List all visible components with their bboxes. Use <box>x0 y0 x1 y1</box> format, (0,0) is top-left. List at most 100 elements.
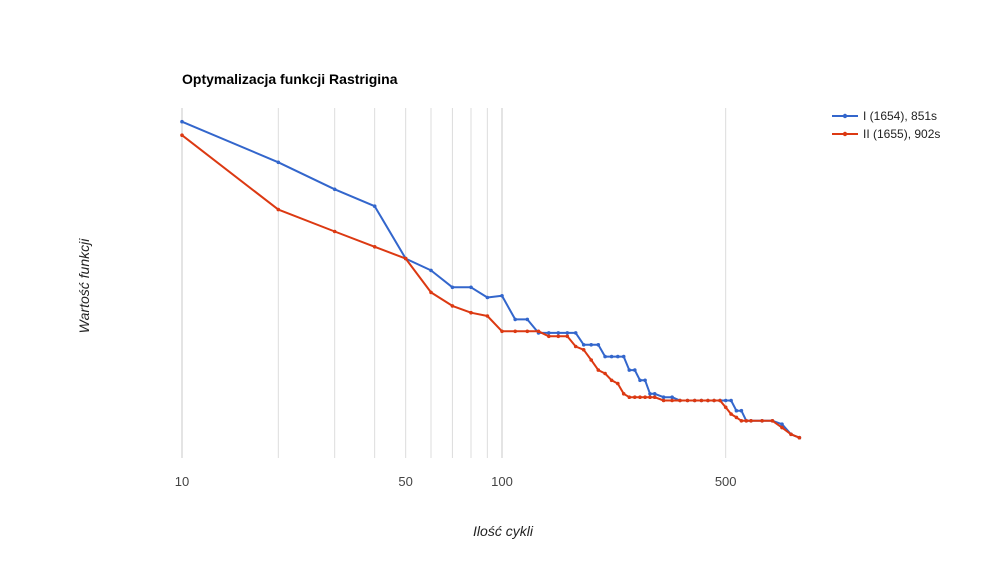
data-point-series-2-40 <box>729 412 733 416</box>
data-point-series-2-8 <box>485 314 490 318</box>
data-point-series-2-11 <box>525 329 530 334</box>
data-point-series-2-29 <box>652 395 657 400</box>
data-point-series-1-20 <box>603 354 607 359</box>
data-point-series-1-18 <box>589 343 593 347</box>
data-point-series-2-17 <box>581 348 586 352</box>
data-point-series-2-10 <box>513 329 517 334</box>
data-point-series-2-25 <box>633 395 637 400</box>
data-point-series-2-12 <box>536 329 541 334</box>
data-point-series-1-3 <box>372 204 377 208</box>
data-point-series-2-22 <box>616 381 620 386</box>
data-point-series-1-7 <box>469 285 473 290</box>
data-point-series-1-41 <box>734 408 739 413</box>
data-point-series-1-15 <box>565 331 570 335</box>
x-tick-label-10: 10 <box>175 474 189 489</box>
data-point-series-2-14 <box>556 334 561 339</box>
data-point-series-2-2 <box>332 229 337 234</box>
data-point-series-2-27 <box>643 395 647 400</box>
legend-marker-series-1 <box>842 113 848 119</box>
data-point-series-1-23 <box>621 354 626 359</box>
data-point-series-2-13 <box>547 334 551 339</box>
legend-marker-series-2 <box>842 131 848 137</box>
data-point-series-2-43 <box>744 419 749 423</box>
data-point-series-2-41 <box>734 415 739 420</box>
data-point-series-1-2 <box>332 187 337 192</box>
legend-label-series-2: II (1655), 902s <box>863 127 940 141</box>
legend[interactable]: I (1654), 851s II (1655), 902s <box>832 109 940 141</box>
x-axis-ticks: 10 50 100 500 <box>175 474 737 489</box>
series-1 <box>180 119 802 440</box>
data-point-series-2-23 <box>621 392 626 396</box>
data-point-series-1-14 <box>556 331 561 335</box>
data-point-series-2-9 <box>500 329 504 334</box>
data-point-series-1-26 <box>638 378 642 383</box>
data-point-series-2-3 <box>372 245 377 249</box>
data-point-series-2-4 <box>403 256 408 261</box>
data-point-series-2-1 <box>276 207 281 212</box>
chart-title: Optymalizacja funkcji Rastrigina <box>182 71 398 87</box>
data-point-series-1-5 <box>429 268 433 273</box>
data-point-series-2-15 <box>565 334 570 339</box>
data-point-series-2-35 <box>699 398 704 403</box>
data-point-series-2-21 <box>609 378 614 383</box>
data-point-series-1-39 <box>723 398 728 403</box>
data-point-series-2-39 <box>723 405 728 410</box>
data-point-series-2-47 <box>780 425 784 430</box>
legend-item-series-1[interactable]: I (1654), 851s <box>832 109 937 123</box>
data-point-series-2-36 <box>706 398 710 403</box>
data-point-series-1-21 <box>609 354 614 359</box>
data-point-series-1-10 <box>513 317 517 322</box>
data-point-series-2-30 <box>661 398 666 403</box>
data-point-series-1-11 <box>525 317 530 322</box>
data-point-series-2-46 <box>770 419 775 423</box>
data-point-series-2-6 <box>450 304 455 308</box>
y-axis-label: Wartość funkcji <box>76 238 92 334</box>
data-point-series-2-34 <box>692 398 697 403</box>
data-point-series-1-42 <box>739 408 744 413</box>
data-point-series-2-31 <box>670 398 674 403</box>
x-tick-label-100: 100 <box>491 474 513 489</box>
data-point-series-1-27 <box>643 378 647 383</box>
legend-label-series-1: I (1654), 851s <box>863 109 937 123</box>
data-point-series-1-6 <box>450 285 455 290</box>
data-point-series-1-29 <box>652 392 657 396</box>
data-point-series-2-20 <box>603 371 607 376</box>
data-point-series-1-16 <box>573 331 578 335</box>
data-point-series-1-22 <box>616 354 620 359</box>
data-point-series-2-0 <box>180 133 184 137</box>
data-point-series-1-0 <box>180 119 184 124</box>
data-point-series-1-8 <box>485 295 490 300</box>
data-point-series-1-30 <box>661 395 666 400</box>
data-point-series-1-13 <box>547 331 551 335</box>
data-point-series-1-9 <box>500 294 504 298</box>
data-point-series-1-24 <box>627 368 632 372</box>
data-point-series-2-33 <box>685 398 690 403</box>
legend-item-series-2[interactable]: II (1655), 902s <box>832 127 940 141</box>
series-line-2 <box>181 134 801 439</box>
data-point-series-2-49 <box>797 435 802 440</box>
x-axis-label: Ilość cykli <box>473 523 534 539</box>
data-point-series-2-5 <box>429 290 433 295</box>
data-point-series-2-18 <box>589 358 593 362</box>
data-point-series-1-31 <box>670 395 674 400</box>
x-tick-label-500: 500 <box>715 474 737 489</box>
data-point-series-2-16 <box>573 344 578 349</box>
data-point-series-2-42 <box>739 419 744 423</box>
data-point-series-1-19 <box>596 343 601 347</box>
data-point-series-2-26 <box>638 395 642 400</box>
data-point-series-2-38 <box>718 398 722 403</box>
data-point-series-2-48 <box>789 432 793 437</box>
data-point-series-1-47 <box>780 422 784 427</box>
data-point-series-2-44 <box>749 419 753 423</box>
series-lines <box>180 119 802 440</box>
data-point-series-1-28 <box>648 392 652 396</box>
data-point-series-1-40 <box>729 398 733 403</box>
data-point-series-1-17 <box>581 343 586 347</box>
series-2 <box>180 133 802 440</box>
data-point-series-2-24 <box>627 395 632 400</box>
data-point-series-2-45 <box>760 419 764 423</box>
data-point-series-2-37 <box>712 398 716 403</box>
data-point-series-1-1 <box>276 160 281 165</box>
